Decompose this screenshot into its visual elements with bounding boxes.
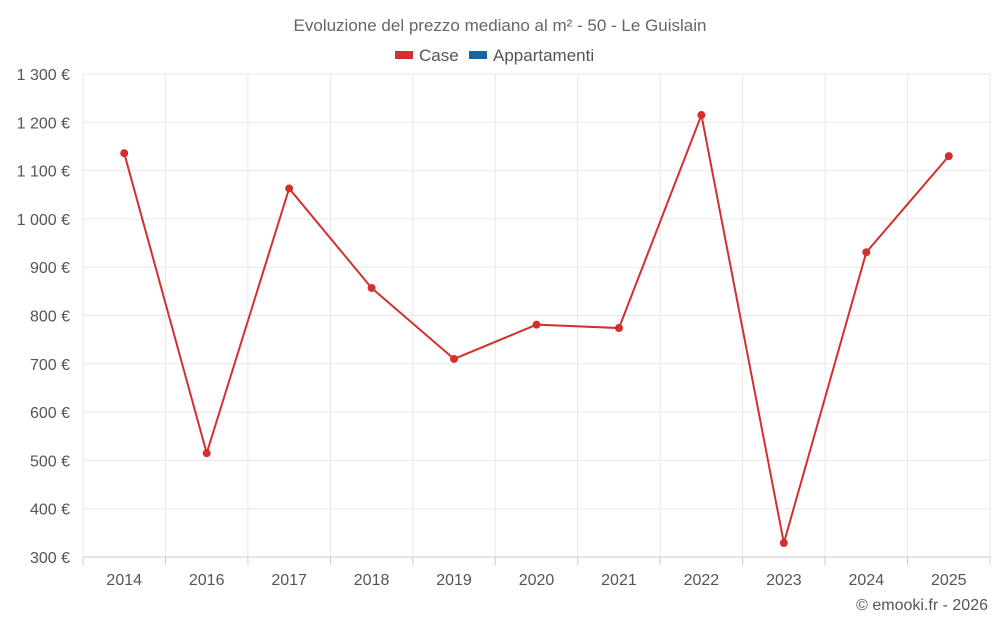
x-tick-label: 2024	[849, 572, 885, 589]
data-point[interactable]	[779, 538, 788, 547]
legend: Case Appartamenti	[395, 46, 594, 65]
grid	[82, 73, 991, 558]
y-tick-label: 800 €	[30, 309, 70, 326]
data-point[interactable]	[614, 324, 623, 333]
y-axis: 300 € 400 € 500 € 600 € 700 € 800 € 900 € 1 000…	[17, 67, 70, 567]
series-case	[120, 111, 953, 547]
credit-text: © emooki.fr - 2026	[856, 597, 988, 614]
legend-label-case[interactable]: Case	[419, 46, 459, 65]
legend-label-appartamenti[interactable]: Appartamenti	[493, 46, 594, 65]
x-tick-label: 2019	[436, 572, 472, 589]
data-point[interactable]	[944, 152, 953, 161]
y-tick-label: 900 €	[30, 260, 70, 277]
y-tick-label: 1 100 €	[17, 164, 70, 181]
x-tick-label: 2016	[189, 572, 225, 589]
y-tick-label: 700 €	[30, 357, 70, 374]
data-point[interactable]	[450, 354, 459, 363]
y-tick-label: 600 €	[30, 405, 70, 422]
y-tick-label: 300 €	[30, 550, 70, 567]
data-point[interactable]	[862, 248, 871, 257]
y-tick-label: 1 300 €	[17, 67, 70, 84]
chart-title: Evoluzione del prezzo mediano al m² - 50…	[294, 16, 707, 35]
data-point[interactable]	[532, 320, 541, 329]
x-tick-label: 2020	[519, 572, 555, 589]
x-tick-label: 2017	[271, 572, 307, 589]
x-tick-label: 2022	[684, 572, 720, 589]
y-tick-label: 500 €	[30, 453, 70, 470]
data-point[interactable]	[120, 149, 129, 158]
x-tick-label: 2014	[106, 572, 142, 589]
x-tick-label: 2018	[354, 572, 390, 589]
data-point[interactable]	[285, 184, 294, 193]
data-point[interactable]	[367, 283, 376, 292]
x-tick-label: 2023	[766, 572, 802, 589]
y-tick-label: 1 000 €	[17, 212, 70, 229]
y-tick-label: 1 200 €	[17, 115, 70, 132]
x-tick-label: 2021	[601, 572, 637, 589]
x-axis: 2014 2016 2017 2018 2019 2020 2021 2022 2023 2024…	[82, 556, 991, 589]
data-point[interactable]	[697, 111, 706, 120]
legend-swatch-appartamenti	[469, 51, 487, 59]
y-tick-label: 400 €	[30, 502, 70, 519]
x-tick-label: 2025	[931, 572, 967, 589]
data-point[interactable]	[202, 449, 211, 458]
legend-swatch-case	[395, 51, 413, 59]
